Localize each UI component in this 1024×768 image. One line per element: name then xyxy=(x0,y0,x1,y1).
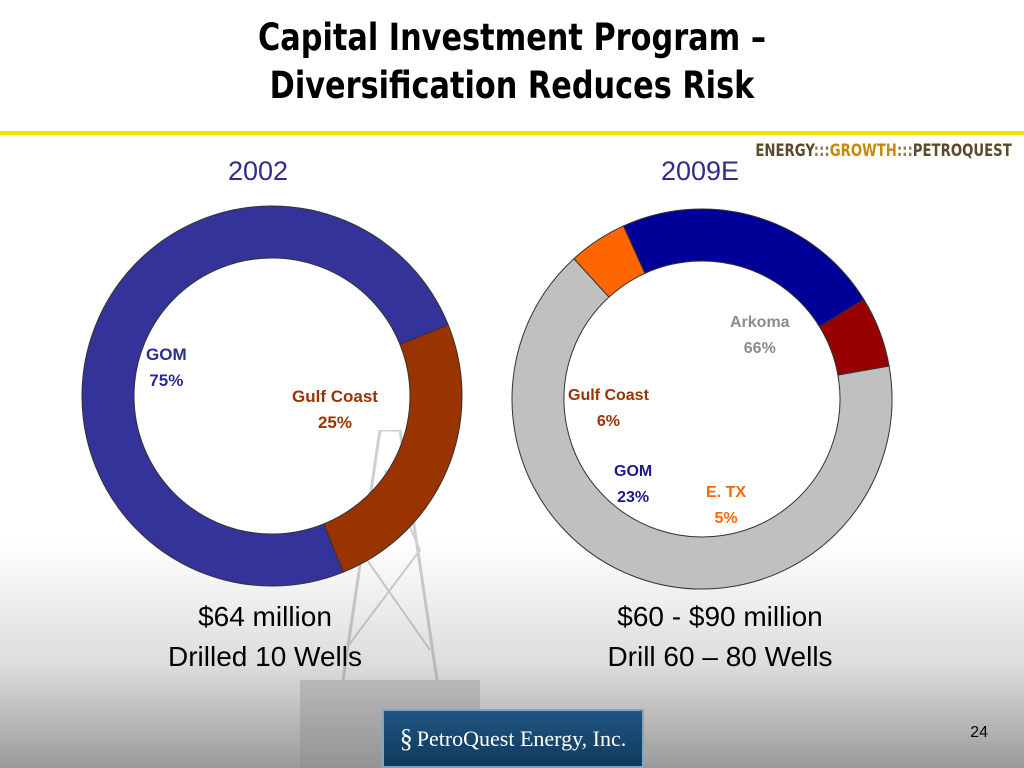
donut-chart-2009e xyxy=(511,208,893,590)
label-2009e-etx-pct: 5% xyxy=(714,510,738,527)
company-logo: § PetroQuest Energy, Inc. xyxy=(382,709,644,768)
tagline-energy: ENERGY xyxy=(755,141,815,161)
company-tagline: ENERGY:::GROWTH:::PETROQUEST xyxy=(756,141,1012,161)
tagline-petroquest: PETROQUEST xyxy=(913,141,1012,161)
title-line-2: Diversification Reduces Risk xyxy=(269,64,755,107)
label-2002-gom-name: GOM xyxy=(146,345,187,364)
slice-2009e-gulf-coast xyxy=(818,298,890,376)
slice-2009e-arkoma xyxy=(511,257,893,590)
label-2009e-gom-pct: 23% xyxy=(617,489,650,506)
label-2009e-arkoma: Arkoma 66% xyxy=(730,310,790,362)
slide-title: Capital Investment Program – Diversifica… xyxy=(92,14,932,110)
logo-text: PetroQuest Energy, Inc. xyxy=(416,725,627,751)
title-divider xyxy=(0,131,1024,135)
chart-title-2002: 2002 xyxy=(227,156,289,186)
slice-2002-gulf-coast xyxy=(323,324,463,573)
label-2009e-arkoma-pct: 66% xyxy=(743,340,776,357)
label-2009e-arkoma-name: Arkoma xyxy=(730,314,790,331)
caption-2002: $64 million Drilled 10 Wells xyxy=(130,597,400,677)
chart-title-2009e: 2009E xyxy=(660,156,740,186)
caption-2009e-line-1: $60 - $90 million xyxy=(617,601,823,632)
label-2009e-gulf-coast: Gulf Coast 6% xyxy=(568,383,649,435)
caption-2009e: $60 - $90 million Drill 60 – 80 Wells xyxy=(570,597,870,677)
label-2009e-gom-name: GOM xyxy=(614,463,653,480)
tagline-sep-2: ::: xyxy=(897,141,914,161)
caption-2002-line-1: $64 million xyxy=(198,601,332,632)
slice-2002-gom xyxy=(81,205,449,587)
label-2002-gulf-coast: Gulf Coast 25% xyxy=(292,384,378,436)
label-2002-gom-pct: 75% xyxy=(149,371,184,390)
label-2002-gom: GOM 75% xyxy=(146,342,187,394)
label-2009e-gom: GOM 23% xyxy=(614,459,652,511)
caption-2009e-line-2: Drill 60 – 80 Wells xyxy=(607,641,833,672)
label-2002-gulf-coast-name: Gulf Coast xyxy=(292,387,378,406)
label-2009e-gulf-coast-name: Gulf Coast xyxy=(568,387,649,404)
label-2009e-etx: E. TX 5% xyxy=(706,480,746,532)
tagline-sep-1: ::: xyxy=(814,141,830,161)
label-2002-gulf-coast-pct: 25% xyxy=(317,413,352,432)
label-2009e-etx-name: E. TX xyxy=(706,484,747,501)
tagline-growth: GROWTH xyxy=(829,141,898,161)
caption-2002-line-2: Drilled 10 Wells xyxy=(168,641,362,672)
label-2009e-gulf-coast-pct: 6% xyxy=(596,413,620,430)
page-number: 24 xyxy=(970,724,988,741)
donut-chart-2002 xyxy=(81,205,463,587)
title-line-1: Capital Investment Program – xyxy=(257,16,766,59)
flame-icon: § xyxy=(399,723,413,753)
